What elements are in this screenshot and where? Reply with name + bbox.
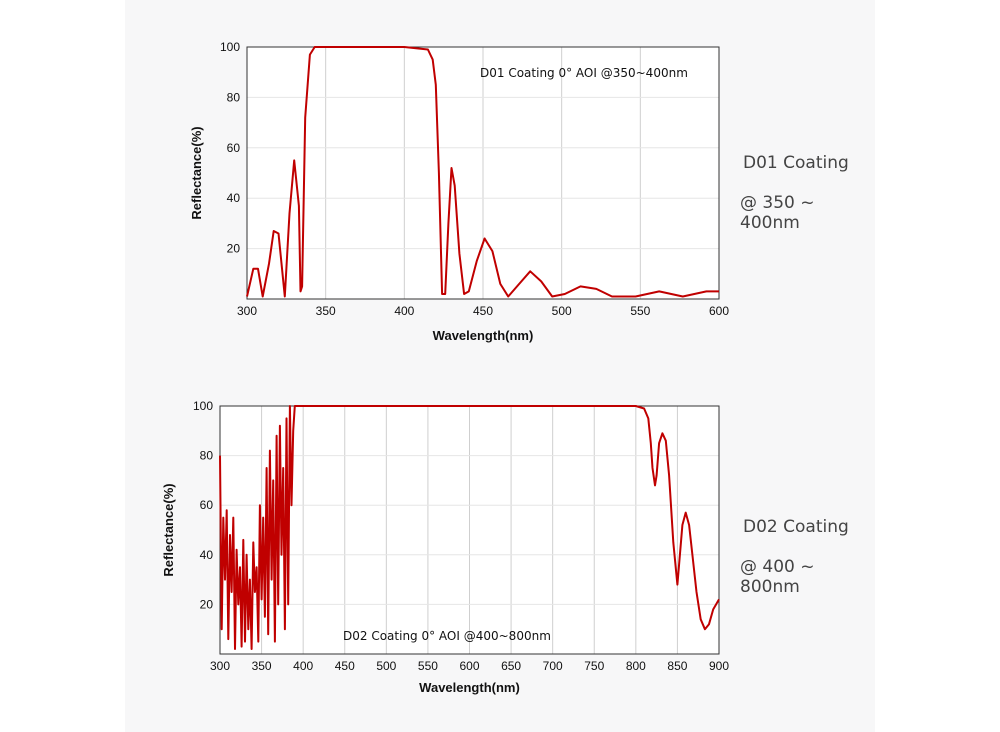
x-tick-label: 900 [709, 659, 729, 673]
chart-1: 300 350 400 450 500 550 600 20 40 60 80 100 Waveleng… [189, 40, 729, 343]
x-tick-label: 600 [709, 304, 729, 318]
y-tick-label: 20 [200, 597, 214, 611]
d01-side-title: D01 Coating [743, 153, 849, 173]
y-tick-label: 40 [200, 548, 214, 562]
y-tick-label: 100 [220, 40, 240, 54]
plot-frame [246, 46, 720, 300]
x-tick-label: 450 [335, 659, 355, 673]
x-tick-label: 800 [626, 659, 646, 673]
x-tick-label: 450 [473, 304, 493, 318]
y-tick-label: 80 [227, 90, 241, 104]
series-line-1 [246, 46, 719, 298]
annotation-label: D01 Coating 0° AOI @350~400nm [480, 66, 688, 80]
figures-svg: 300 350 400 450 500 550 600 20 40 60 80 100 Waveleng… [161, 40, 729, 695]
y-tick-label: 40 [227, 191, 241, 205]
x-tick-label: 300 [210, 659, 230, 673]
y-tick-label: 80 [200, 449, 214, 463]
x-tick-label: 600 [459, 659, 479, 673]
chart-2: 300 350 400 450 500 550 600 650 700 750 800 850 900 2… [161, 399, 729, 695]
x-tick-label: 750 [584, 659, 604, 673]
y-axis-title: Reflectance(%) [161, 483, 176, 576]
x-tick-label: 650 [501, 659, 521, 673]
x-tick-label: 400 [293, 659, 313, 673]
x-axis-title: Wavelength(nm) [419, 680, 520, 695]
x-tick-label: 400 [394, 304, 414, 318]
d02-side-range: @ 400 ~ 800nm [740, 557, 815, 597]
x-tick-label: 550 [418, 659, 438, 673]
x-tick-label: 500 [376, 659, 396, 673]
x-tick-label: 350 [316, 304, 336, 318]
x-tick-label: 850 [667, 659, 687, 673]
y-tick-label: 60 [227, 141, 241, 155]
x-tick-label: 350 [252, 659, 272, 673]
y-tick-label: 20 [227, 242, 241, 256]
d01-side-range: @ 350 ~ 400nm [740, 193, 815, 233]
x-tick-label: 700 [543, 659, 563, 673]
y-tick-label: 60 [200, 498, 214, 512]
annotation-label: D02 Coating 0° AOI @400~800nm [343, 629, 551, 643]
x-tick-label: 500 [552, 304, 572, 318]
series-line-1 [219, 405, 720, 650]
d02-side-title: D02 Coating [743, 517, 849, 537]
x-axis-title: Wavelength(nm) [433, 328, 534, 343]
y-axis-title: Reflectance(%) [189, 126, 204, 219]
x-tick-label: 300 [237, 304, 257, 318]
y-tick-label: 100 [193, 399, 213, 413]
figure-panel: 300 350 400 450 500 550 600 20 40 60 80 100 Waveleng… [125, 0, 875, 732]
x-tick-label: 550 [630, 304, 650, 318]
